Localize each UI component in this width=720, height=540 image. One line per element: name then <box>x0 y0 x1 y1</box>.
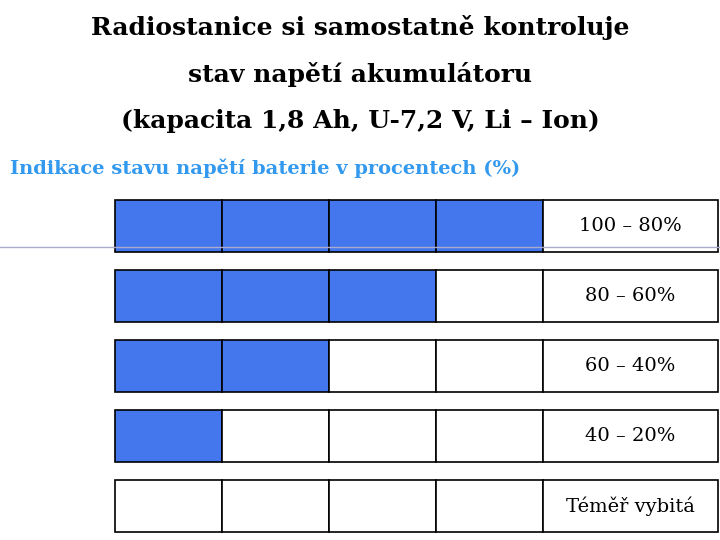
Bar <box>543 410 718 462</box>
Bar <box>222 270 329 322</box>
Text: 40 – 20%: 40 – 20% <box>585 427 675 445</box>
Text: Téměř vybitá: Téměř vybitá <box>566 496 695 516</box>
Bar <box>115 480 222 532</box>
Text: Radiostanice si samostatně kontroluje: Radiostanice si samostatně kontroluje <box>91 15 629 40</box>
Bar <box>436 340 543 392</box>
Bar <box>543 270 718 322</box>
Bar <box>222 200 329 252</box>
Bar <box>436 200 543 252</box>
Bar <box>222 480 329 532</box>
Bar <box>222 410 329 462</box>
Bar <box>115 270 222 322</box>
Bar <box>543 340 718 392</box>
Bar <box>329 200 436 252</box>
Text: 60 – 40%: 60 – 40% <box>585 357 675 375</box>
Bar <box>329 270 436 322</box>
Bar <box>543 200 718 252</box>
Text: Indikace stavu napětí baterie v procentech (%): Indikace stavu napětí baterie v procente… <box>10 158 521 178</box>
Bar <box>543 480 718 532</box>
Bar <box>329 480 436 532</box>
Bar <box>436 410 543 462</box>
Bar <box>222 340 329 392</box>
Text: stav napětí akumulátoru: stav napětí akumulátoru <box>188 62 532 87</box>
Text: 100 – 80%: 100 – 80% <box>579 217 682 235</box>
Text: 80 – 60%: 80 – 60% <box>585 287 675 305</box>
Bar <box>436 480 543 532</box>
Text: (kapacita 1,8 Ah, U-7,2 V, Li – Ion): (kapacita 1,8 Ah, U-7,2 V, Li – Ion) <box>121 109 599 133</box>
Bar <box>115 410 222 462</box>
Bar <box>329 410 436 462</box>
Bar <box>329 340 436 392</box>
Bar <box>115 200 222 252</box>
Bar <box>115 340 222 392</box>
Bar <box>436 270 543 322</box>
